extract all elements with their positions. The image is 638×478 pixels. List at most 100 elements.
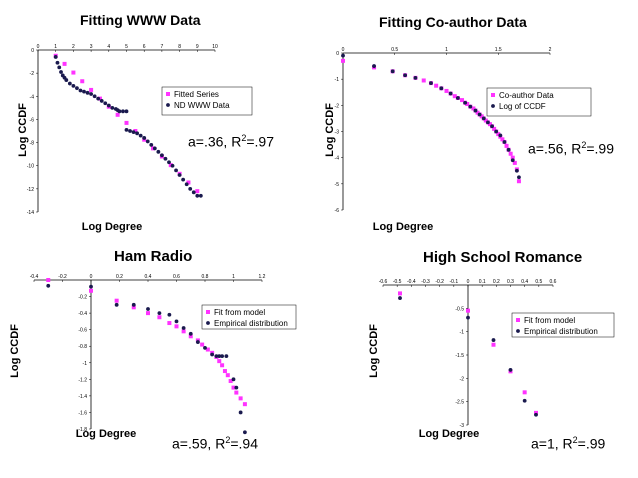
fit-point	[89, 87, 94, 92]
legend-label: ND WWW Data	[174, 101, 230, 110]
y-tick-label: -6	[30, 117, 35, 123]
fit-point	[114, 298, 119, 303]
y-tick-label: -1	[335, 77, 340, 83]
empirical-point	[131, 130, 136, 135]
x-tick-label: 0	[37, 44, 40, 50]
fit-point	[444, 88, 449, 93]
empirical-point	[510, 158, 515, 163]
fit-point	[62, 61, 67, 66]
y-axis-label: Log CCDF	[17, 103, 29, 157]
y-tick-label: -1.5	[455, 353, 464, 359]
legend-empirical-swatch	[516, 329, 520, 333]
legend-fit-swatch	[491, 93, 495, 97]
chart-title: Fitting Co-author Data	[379, 14, 527, 30]
empirical-point	[188, 331, 193, 336]
y-tick-label: -1.6	[78, 410, 87, 416]
empirical-point	[152, 146, 157, 151]
x-tick-label: 0	[90, 274, 93, 280]
fit-annotation: a=1, R2=.99	[531, 435, 605, 452]
empirical-point	[463, 100, 468, 105]
empirical-point	[341, 53, 345, 58]
chart-coauthor: Fitting Co-author Data 0 0.5 1 1.5 2 0 -1 -2 -3 -…	[319, 0, 638, 239]
empirical-point	[514, 168, 519, 173]
empirical-point	[490, 124, 494, 129]
empirical-point	[89, 92, 93, 96]
x-tick-label: -0.4	[407, 279, 416, 285]
empirical-point	[75, 86, 79, 91]
fit-point	[471, 106, 476, 111]
empirical-point	[167, 312, 172, 317]
empirical-point	[117, 109, 122, 114]
legend-box	[201, 304, 297, 330]
y-tick-label: -2	[335, 103, 340, 109]
x-tick-label: 0	[467, 279, 470, 285]
y-tick-label: -3	[460, 423, 465, 429]
fit-text: a=.56, R	[528, 140, 582, 157]
fit-point	[522, 390, 527, 395]
fit-point	[231, 385, 236, 390]
empirical-point	[157, 311, 162, 316]
legend-box	[486, 87, 592, 117]
fit-text-end: =.99	[577, 435, 606, 452]
y-tick-label: 0	[336, 51, 339, 57]
x-tick-label: 0.6	[173, 274, 180, 280]
empirical-point	[238, 410, 243, 415]
y-tick-label: -6	[335, 208, 340, 214]
empirical-point	[55, 60, 60, 65]
fit-point	[512, 160, 517, 165]
fit-annotation: a=.36, R2=.97	[188, 133, 274, 150]
empirical-point	[184, 182, 189, 187]
x-tick-label: 0.2	[493, 279, 500, 285]
x-tick-label: -0.2	[58, 274, 67, 280]
fit-point	[157, 315, 162, 320]
empirical-point	[163, 156, 168, 161]
x-tick-label: 0.2	[116, 274, 123, 280]
fit-point	[46, 278, 51, 282]
empirical-point	[149, 142, 154, 147]
x-tick-label: 2	[549, 47, 552, 53]
fit-point	[115, 112, 120, 117]
x-tick-label: 8	[178, 44, 181, 50]
x-tick-label: 1	[232, 274, 235, 280]
fit-point	[452, 94, 457, 99]
fit-text-end: =.97	[246, 133, 274, 150]
empirical-point	[486, 120, 490, 125]
empirical-point	[534, 412, 538, 417]
fit-point	[222, 369, 227, 374]
y-tick-label: -0.4	[78, 311, 87, 317]
y-axis-label: Log CCDF	[368, 324, 380, 378]
fit-point	[341, 58, 345, 63]
legend-fit-swatch	[166, 92, 170, 96]
chart-title: High School Romance	[423, 249, 583, 266]
empirical-point	[498, 133, 503, 138]
fit-point	[500, 137, 505, 142]
empirical-point	[195, 340, 200, 344]
empirical-point	[53, 55, 58, 59]
fit-text: a=.36, R	[188, 133, 242, 150]
y-tick-label: -5	[335, 182, 340, 188]
empirical-point	[138, 133, 143, 138]
empirical-point	[506, 147, 511, 152]
fit-point	[167, 321, 172, 326]
fit-point	[508, 151, 513, 156]
fit-point	[188, 334, 193, 339]
legend-label: Empirical distribution	[524, 327, 598, 336]
legend-empirical-swatch	[206, 321, 210, 325]
fit-sup: 2	[581, 140, 587, 150]
fit-point	[479, 114, 484, 119]
empirical-point	[390, 69, 395, 74]
y-tick-label: -8	[30, 141, 35, 147]
empirical-point	[174, 319, 179, 324]
fit-point	[465, 102, 470, 107]
empirical-point	[413, 75, 418, 80]
fit-point	[181, 329, 186, 334]
empirical-point	[145, 139, 150, 144]
empirical-point	[167, 160, 171, 165]
empirical-point	[466, 315, 470, 320]
fit-point	[510, 155, 515, 160]
empirical-point	[103, 101, 108, 106]
fit-point	[228, 378, 233, 383]
empirical-point	[121, 109, 125, 114]
fit-text-end: =.99	[586, 140, 614, 157]
fit-annotation: a=.56, R2=.99	[528, 140, 614, 157]
